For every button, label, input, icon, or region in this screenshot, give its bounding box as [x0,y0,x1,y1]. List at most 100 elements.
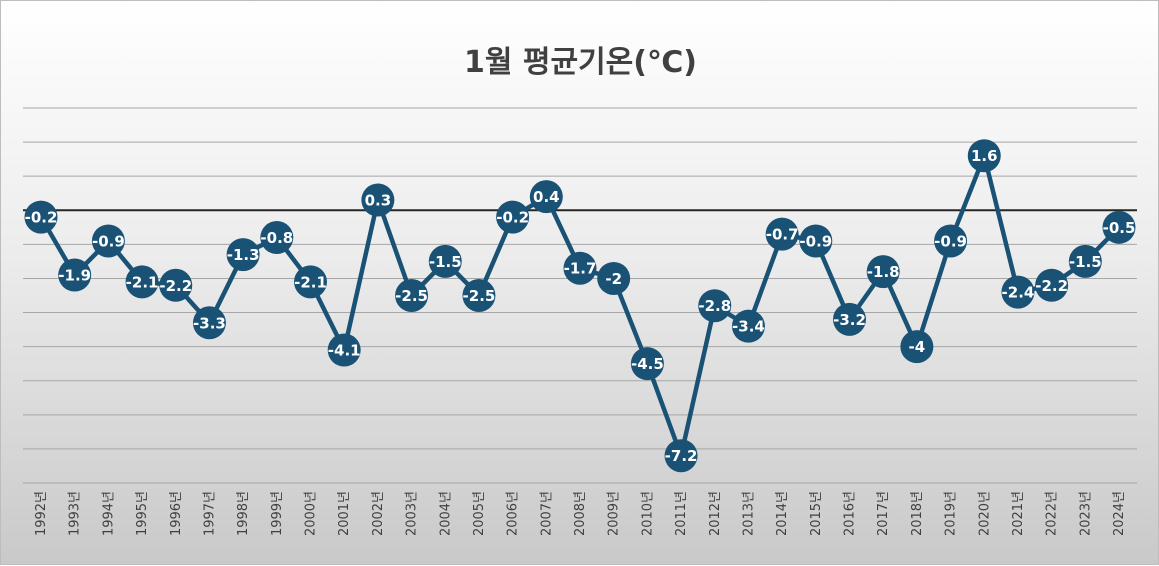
data-marker [496,200,530,234]
data-label: -2.2 [1035,277,1068,295]
data-label: -3.2 [833,311,866,329]
data-point: -4.1 [327,333,361,367]
data-point: -1.5 [428,244,462,278]
data-point: -2.5 [462,279,496,312]
data-point: -2.2 [159,268,193,302]
data-label: -3.4 [732,318,765,336]
data-label: -1.9 [58,267,91,285]
data-label: -3.3 [193,314,226,332]
data-point: -0.8 [260,221,294,255]
data-marker [361,183,395,217]
data-marker [765,217,799,251]
x-tick-label: 2020년 [977,491,992,536]
data-point: -3.3 [192,306,226,340]
data-label: -0.9 [799,232,832,250]
data-label: -2.1 [294,273,327,291]
data-point: -0.9 [91,224,125,258]
series-line-group [39,153,1121,458]
data-label: -2 [605,270,622,288]
x-tick-label: 2019년 [944,491,959,536]
data-markers: -0.2-1.9-0.9-2.1 -2.2-3.3-1.3-0.8-2.1-4.1… [24,139,1136,473]
x-tick-label: 1992년 [34,491,49,536]
x-tick-label: 2012년 [708,491,723,536]
data-marker [529,180,563,214]
data-point: -7.2 [664,439,698,473]
x-tick-label: 2004년 [438,491,453,536]
data-marker [260,221,294,255]
series-line [39,153,1121,458]
data-label: -2.5 [395,287,428,305]
data-point: -1.5 [1068,244,1102,278]
data-label: -0.9 [92,232,125,250]
data-marker [664,439,698,473]
data-label: 1.6 [971,147,998,165]
data-label: -7.2 [665,447,698,465]
data-marker [91,224,125,258]
x-axis-tick-labels: 1992년 1993년 1994년 1995년 1996년 1997년 1998년 1999년… [34,491,1127,536]
data-label: -4.1 [328,342,361,360]
data-marker [428,244,462,278]
data-label: -4.5 [631,355,664,373]
data-point: -0.7 [765,217,799,251]
x-tick-label: 1995년 [135,491,150,536]
data-marker [395,279,429,312]
x-tick-label: 2000년 [304,491,319,536]
data-point: -4 [900,330,934,364]
x-tick-label: 1993년 [68,491,83,536]
data-label: -1.5 [429,253,462,271]
data-marker [833,302,866,336]
x-tick-label: 2003년 [405,491,420,536]
x-tick-label: 2021년 [1011,491,1026,536]
data-point: -3.2 [833,302,866,336]
data-marker [630,347,664,381]
x-tick-label: 1999년 [270,491,285,536]
x-tick-label: 1994년 [101,491,116,536]
data-marker [1001,275,1035,309]
data-marker [731,309,765,343]
data-point: -0.5 [1102,210,1136,244]
x-tick-label: 2023년 [1078,491,1093,536]
x-tick-label: 1996년 [169,491,184,536]
data-label: -2.8 [698,297,731,315]
data-point: -2.5 [395,279,429,312]
data-marker [24,200,58,234]
x-tick-label: 2006년 [506,491,521,536]
data-label: -0.8 [260,229,293,247]
data-marker [294,265,327,299]
data-label: -2.4 [1002,284,1035,302]
data-label: -4 [909,338,926,356]
data-point: -2.2 [1035,268,1069,302]
data-label: 0.4 [533,188,560,206]
data-label: -1.3 [227,246,260,264]
data-point: -0.2 [24,200,58,234]
x-tick-label: 2022년 [1045,491,1060,536]
data-label: -2.5 [463,287,496,305]
data-point: -2.1 [294,265,327,299]
data-marker [1102,210,1136,244]
data-point: -1.7 [563,251,597,285]
x-tick-label: 2009년 [607,491,622,536]
data-point: -4.5 [630,347,664,381]
data-point: -1.3 [226,238,260,272]
data-marker [327,333,361,367]
data-marker [1068,244,1102,278]
x-tick-label: 2018년 [910,491,925,536]
x-tick-label: 2015년 [809,491,824,536]
data-point: -2.4 [1001,275,1035,309]
x-tick-label: 1998년 [236,491,251,536]
data-marker [563,251,597,285]
x-tick-label: 2007년 [539,491,554,536]
data-point: 0.3 [361,183,395,217]
data-point: -1.8 [866,255,900,289]
x-tick-label: 2017년 [876,491,891,536]
data-point: -2 [597,261,631,295]
x-tick-label: 2008년 [573,491,588,536]
data-point: -0.9 [799,224,833,258]
x-tick-label: 2010년 [640,491,655,536]
x-tick-label: 2011년 [674,491,689,536]
data-label: -1.5 [1069,253,1102,271]
data-label: -1.8 [867,263,900,281]
data-label: -2.2 [159,277,192,295]
